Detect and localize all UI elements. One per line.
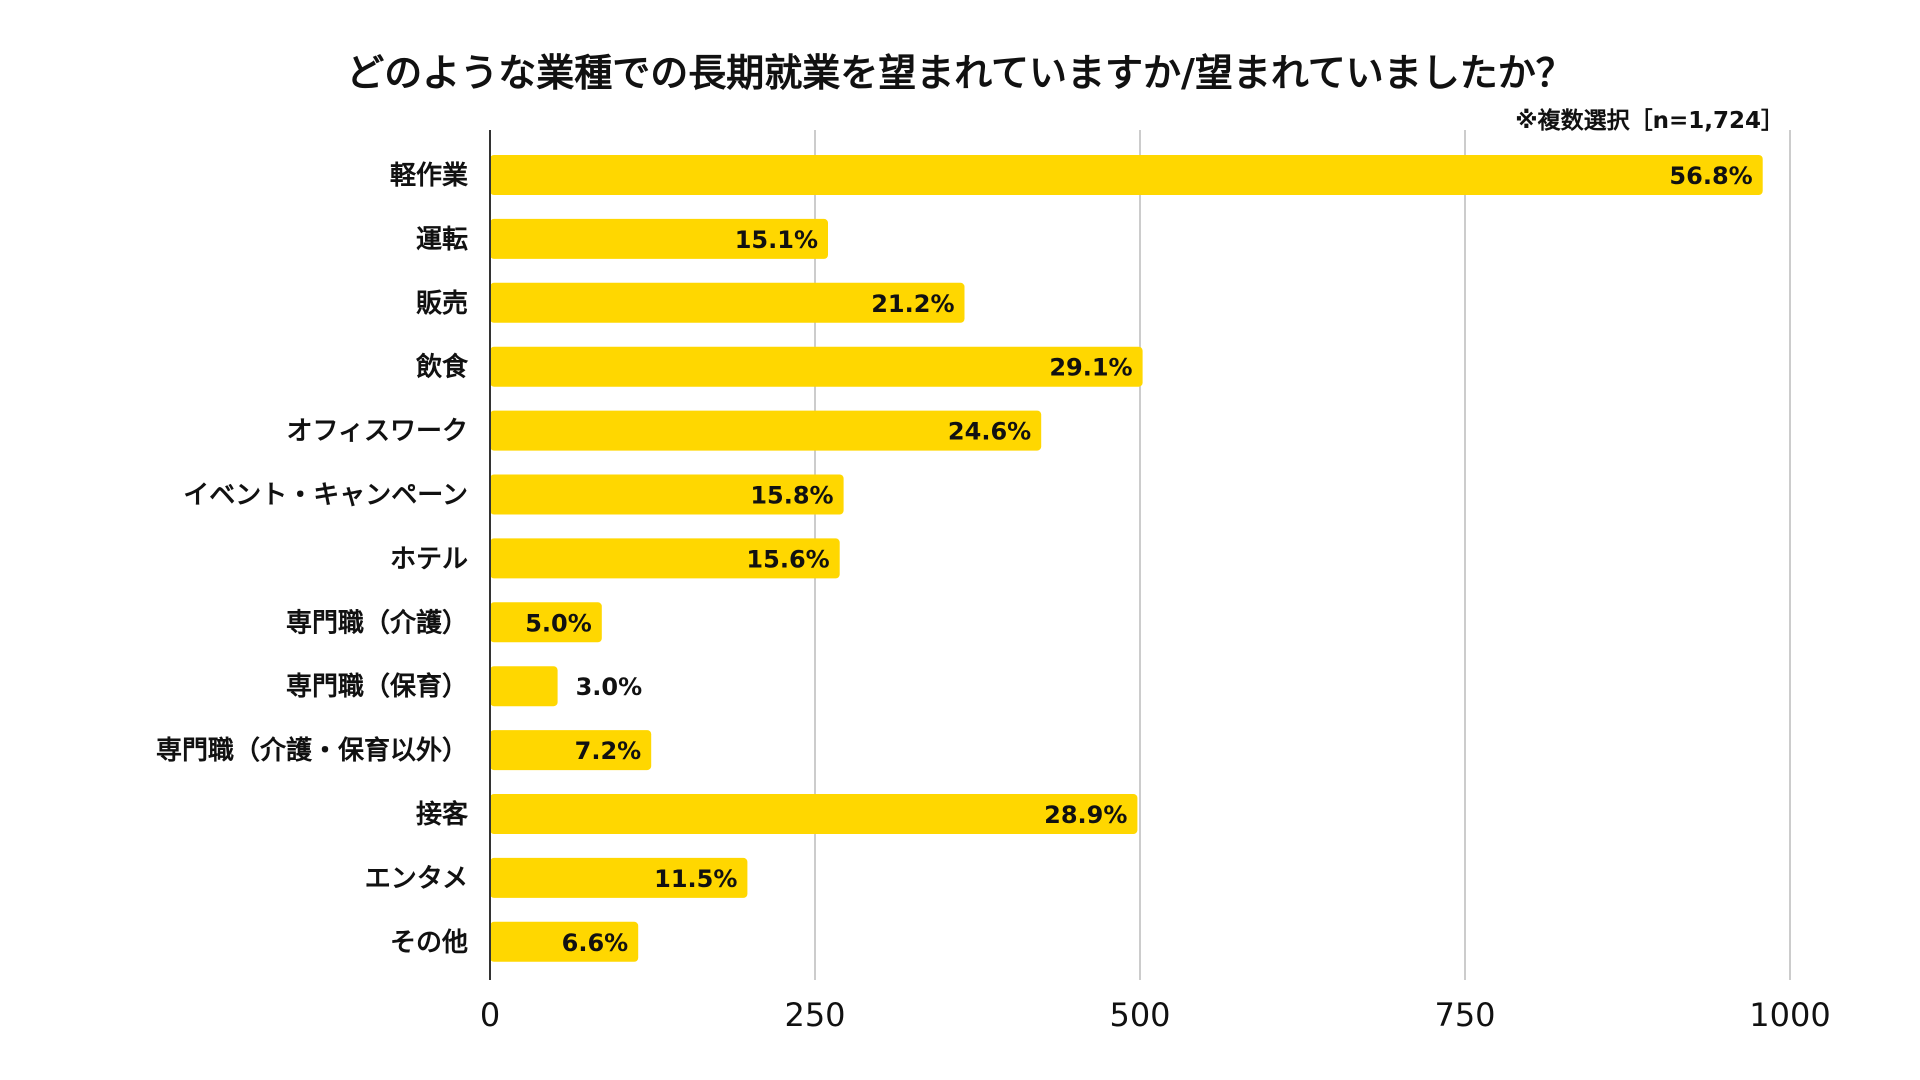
x-axis-ticks: 0 250 500 750 1000 bbox=[480, 996, 1831, 1034]
category-label: エンタメ bbox=[365, 864, 468, 894]
category-label: 専門職（保育） bbox=[286, 671, 468, 702]
value-label: 15.1% bbox=[735, 226, 818, 254]
bar bbox=[490, 218, 828, 259]
category-label: その他 bbox=[390, 928, 468, 958]
value-label: 56.8% bbox=[1669, 162, 1752, 190]
value-label: 3.0% bbox=[576, 673, 643, 701]
gridlines bbox=[814, 130, 1791, 980]
category-label: イベント・キャンペーン bbox=[183, 481, 468, 511]
category-label: 販売 bbox=[416, 289, 468, 319]
category-label: 専門職（介護・保育以外） bbox=[156, 735, 468, 766]
category-label: 軽作業 bbox=[390, 160, 468, 191]
value-label: 15.8% bbox=[750, 482, 833, 510]
chart-note: ※複数選択［n=1,724］ bbox=[1515, 107, 1784, 134]
value-label: 28.9% bbox=[1044, 801, 1127, 829]
value-label: 29.1% bbox=[1049, 354, 1132, 382]
x-tick-label: 750 bbox=[1434, 996, 1495, 1034]
bar bbox=[490, 538, 840, 579]
bar bbox=[490, 794, 1138, 834]
value-label: 6.6% bbox=[562, 929, 629, 957]
category-label: 運転 bbox=[416, 225, 468, 255]
value-label: 15.6% bbox=[746, 545, 829, 573]
value-label: 24.6% bbox=[948, 418, 1031, 446]
category-label: ホテル bbox=[390, 544, 468, 574]
bar bbox=[490, 730, 652, 771]
category-label: 飲食 bbox=[415, 352, 469, 383]
bar bbox=[490, 474, 844, 515]
x-tick-label: 250 bbox=[784, 996, 845, 1034]
value-label: 11.5% bbox=[654, 865, 737, 893]
value-label: 5.0% bbox=[525, 609, 592, 637]
bar bbox=[490, 602, 602, 643]
bar bbox=[490, 857, 748, 898]
category-label: 接客 bbox=[416, 799, 469, 830]
bar bbox=[490, 155, 1763, 195]
x-tick-label: 0 bbox=[480, 996, 500, 1034]
bar bbox=[490, 921, 639, 962]
x-tick-label: 1000 bbox=[1749, 996, 1830, 1034]
bar bbox=[490, 410, 1042, 451]
bar bbox=[490, 282, 965, 323]
value-label: 7.2% bbox=[575, 737, 642, 765]
value-label: 21.2% bbox=[871, 290, 954, 318]
bar bbox=[490, 666, 558, 707]
category-label: 専門職（介護） bbox=[286, 607, 468, 638]
chart-title: どのような業種での長期就業を望まれていますか/望まれていましたか？ bbox=[346, 51, 1574, 95]
bars: 軽作業 56.8% 運転 15.1% 販売 21.2% 飲食 29.1% オフィスワーク 24.6… bbox=[156, 155, 1763, 962]
x-tick-label: 500 bbox=[1109, 996, 1170, 1034]
bar bbox=[490, 346, 1143, 387]
category-label: オフィスワーク bbox=[287, 417, 468, 447]
